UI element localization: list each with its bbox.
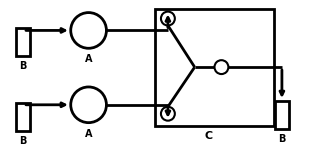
Text: A: A <box>85 54 92 64</box>
Text: B: B <box>19 136 27 145</box>
Bar <box>275 101 289 129</box>
Text: C: C <box>204 131 212 141</box>
Text: B: B <box>19 61 27 71</box>
Bar <box>155 9 274 126</box>
Text: B: B <box>278 133 285 144</box>
Bar <box>16 103 30 131</box>
Bar <box>16 29 30 56</box>
Text: A: A <box>85 129 92 139</box>
